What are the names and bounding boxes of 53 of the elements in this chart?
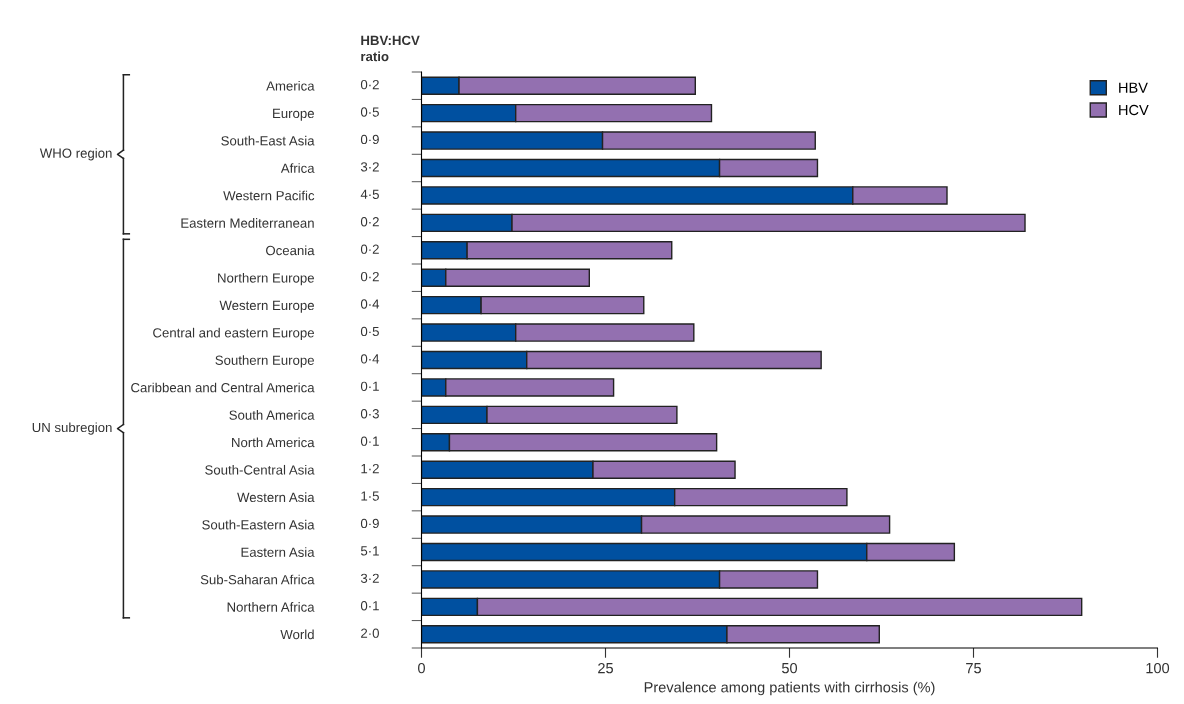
- text: 0·9: [360, 134, 379, 145]
- legend-label: HCV: [1119, 104, 1149, 116]
- text: 0·2: [360, 79, 379, 90]
- text: 0·1: [360, 436, 379, 446]
- y-tick-label: Oceania: [266, 245, 315, 256]
- text: 0·2: [360, 217, 379, 227]
- text: 0·5: [360, 107, 379, 117]
- text: 3·2: [360, 162, 379, 172]
- text: 5·1: [360, 546, 379, 556]
- x-tick-label: 0: [418, 662, 425, 674]
- text: 0·1: [360, 601, 379, 611]
- text: 0·2: [360, 244, 379, 254]
- y-tick-label: Africa: [280, 163, 315, 173]
- x-tick-label: 50: [781, 662, 798, 674]
- y-tick-label: Northern Europe: [218, 272, 314, 286]
- x-axis-title: Prevalence among patients with cirrhosis (%): [644, 681, 935, 696]
- text: 0·4: [360, 354, 380, 364]
- text: WHO region: [39, 148, 112, 161]
- y-tick-label: Southern Europe: [215, 355, 314, 368]
- text: 0·9: [360, 518, 379, 529]
- y-tick-label: Europe: [273, 108, 314, 121]
- text: 4·5: [360, 189, 379, 199]
- y-tick-label: Western Asia: [237, 492, 315, 503]
- legend-label: HBV: [1119, 82, 1148, 93]
- y-tick-label: Western Europe: [219, 300, 314, 313]
- text: 3·2: [360, 573, 379, 583]
- text: 2·0: [361, 628, 379, 638]
- x-tick-label: 25: [598, 662, 613, 674]
- text: 0·4: [360, 299, 380, 309]
- y-tick-label: North America: [232, 437, 315, 448]
- text: 0·1: [360, 381, 379, 391]
- y-tick-label: South-East Asia: [221, 135, 315, 146]
- text: 1·2: [361, 463, 379, 474]
- y-tick-label: America: [266, 80, 315, 91]
- y-tick-label: World: [280, 629, 314, 640]
- text: 0·5: [360, 326, 379, 337]
- y-tick-label: Northern Africa: [227, 602, 315, 612]
- y-tick-label: Sub-Saharan Africa: [200, 574, 315, 585]
- x-tick-label: 75: [966, 663, 981, 674]
- text: 0·3: [360, 409, 379, 419]
- y-tick-label: Central and eastern Europe: [153, 327, 314, 341]
- text: 0·2: [360, 271, 379, 282]
- text: HBV:HCV ratio: [361, 35, 420, 62]
- y-tick-label: Eastern Mediterranean: [181, 218, 314, 228]
- y-tick-label: Eastern Asia: [241, 547, 315, 557]
- y-tick-label: South America: [229, 410, 315, 420]
- y-tick-label: South-Central Asia: [205, 464, 315, 475]
- x-tick-label: 100: [1146, 662, 1170, 674]
- y-tick-label: Caribbean and Central America: [131, 382, 315, 393]
- text: 1·5: [361, 491, 379, 501]
- text: UN subregion: [32, 422, 112, 435]
- y-tick-label: South-Eastern Asia: [202, 519, 315, 530]
- y-tick-label: Western Pacific: [223, 190, 315, 201]
